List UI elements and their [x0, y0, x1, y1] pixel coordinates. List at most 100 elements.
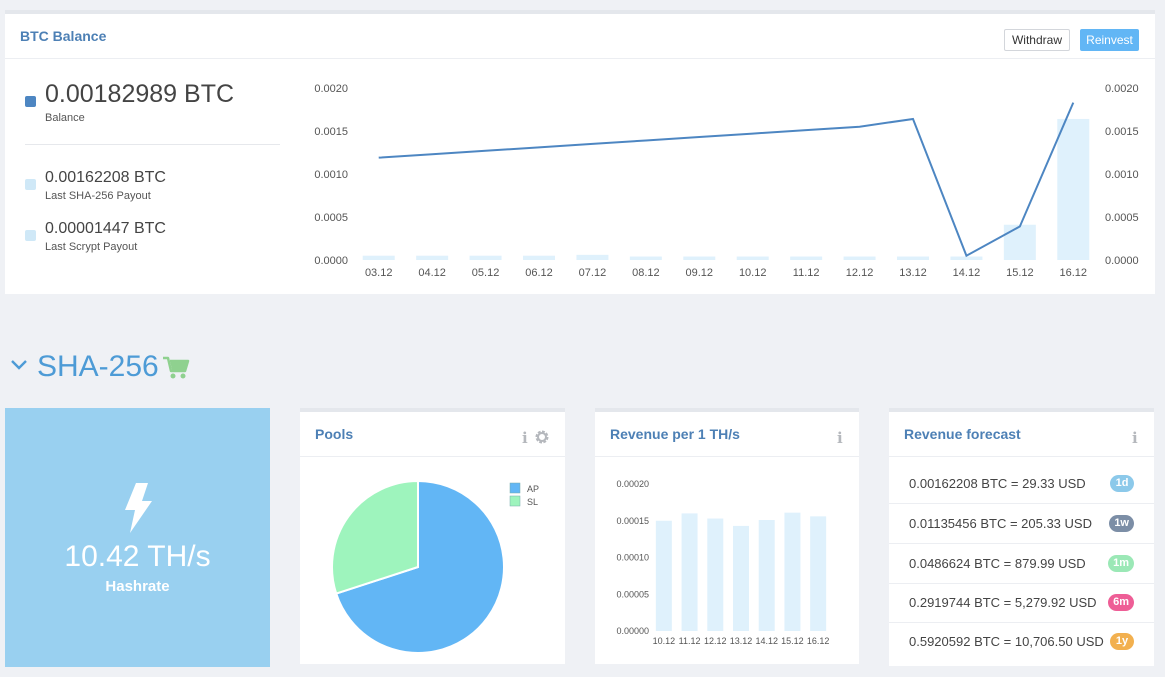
y-tick-right: 0.0000	[1105, 255, 1139, 267]
x-tick-label: 04.12	[418, 267, 446, 279]
info-icon[interactable]: i	[837, 429, 843, 447]
x-tick-label: 03.12	[365, 267, 393, 279]
x-tick-label: 15.12	[781, 636, 804, 646]
forecast-row-text: 0.5920592 BTC = 10,706.50 USD	[909, 634, 1104, 649]
x-tick-label: 10.12	[653, 636, 676, 646]
payout-bar	[629, 256, 662, 260]
period-badge: 1d	[1110, 475, 1134, 492]
y-tick-label: 0.00005	[616, 589, 649, 599]
period-badge: 6m	[1108, 594, 1134, 611]
revenue-bar	[681, 513, 698, 631]
y-tick-right: 0.0010	[1105, 169, 1139, 181]
hashrate-value: 10.42 TH/s	[64, 540, 211, 573]
revenue-bar	[733, 525, 749, 631]
pie-slice	[334, 479, 505, 654]
payout-bar	[790, 256, 823, 260]
scrypt-payout-label: Last Scrypt Payout	[45, 241, 138, 253]
header-divider	[5, 58, 1155, 59]
revenue-bar	[758, 520, 775, 631]
y-tick-right: 0.0015	[1105, 126, 1139, 138]
y-tick-left: 0.0000	[314, 255, 348, 267]
hashrate-label: Hashrate	[105, 578, 170, 595]
forecast-row-text: 0.0486624 BTC = 879.99 USD	[909, 556, 1086, 571]
withdraw-button[interactable]: Withdraw	[1004, 29, 1070, 51]
revenue-bar	[655, 520, 672, 631]
forecast-row-text: 0.01135456 BTC = 205.33 USD	[909, 516, 1092, 531]
forecast-card: Revenue forecast i 0.00162208 BTC = 29.3…	[889, 408, 1154, 666]
x-tick-label: 11.12	[793, 267, 820, 279]
sha-section-title: SHA-256	[37, 350, 159, 383]
x-tick-label: 06.12	[525, 267, 553, 279]
revenue-bar-chart: 0.00000 0.00005 0.00010 0.00015 0.00020 10.12…	[616, 479, 829, 646]
x-tick-label: 14.12	[953, 267, 981, 279]
y-tick-right: 0.0005	[1105, 212, 1139, 224]
scrypt-payout-legend-swatch	[25, 230, 36, 241]
payout-bar	[843, 256, 876, 260]
forecast-row-text: 0.00162208 BTC = 29.33 USD	[909, 476, 1086, 491]
period-badge: 1y	[1110, 633, 1134, 650]
info-icon[interactable]: i	[1132, 429, 1138, 447]
forecast-row: 0.01135456 BTC = 205.33 USD 1w	[889, 505, 1154, 544]
scrypt-payout-value: 0.00001447 BTC	[45, 220, 166, 237]
lightning-bolt-icon	[125, 483, 152, 533]
sha-payout-value: 0.00162208 BTC	[45, 169, 166, 186]
y-tick-left: 0.0005	[314, 212, 348, 224]
hashrate-tile: 10.42 TH/s Hashrate	[5, 408, 270, 667]
payout-bar	[1057, 118, 1090, 261]
gear-icon[interactable]	[534, 429, 550, 445]
x-tick-label: 08.12	[632, 267, 660, 279]
x-tick-label: 12.12	[846, 267, 874, 279]
revenue-bar	[784, 512, 801, 631]
reinvest-button[interactable]: Reinvest	[1080, 29, 1139, 51]
balance-line	[378, 102, 1075, 258]
x-tick-label: 09.12	[686, 267, 714, 279]
x-tick-label: 15.12	[1006, 267, 1034, 279]
y-tick-left: 0.0020	[314, 83, 348, 95]
payout-bar	[362, 255, 395, 260]
balance-legend-swatch	[25, 96, 36, 107]
legend-label: SL	[527, 497, 538, 507]
x-tick-label: 11.12	[679, 636, 701, 646]
sha-payout-label: Last SHA-256 Payout	[45, 190, 151, 202]
x-tick-label: 13.12	[899, 267, 927, 279]
payout-bar	[523, 255, 555, 260]
payout-bar	[576, 254, 609, 260]
pools-title: Pools	[315, 426, 354, 442]
x-tick-label: 13.12	[730, 636, 753, 646]
header-divider	[300, 456, 565, 457]
legend-swatch	[509, 495, 521, 507]
chevron-down-icon[interactable]	[10, 358, 28, 372]
payout-bar	[683, 256, 716, 260]
pie-slice	[331, 479, 419, 595]
legend-label: AP	[527, 484, 539, 494]
x-tick-label: 10.12	[739, 267, 767, 279]
y-tick-label: 0.00020	[616, 479, 649, 489]
x-tick-label: 07.12	[579, 267, 607, 279]
balance-label: Balance	[45, 112, 85, 124]
pools-pie-chart: AP SL	[331, 479, 539, 654]
revenue-title: Revenue per 1 TH/s	[610, 426, 740, 442]
x-tick-label: 14.12	[755, 636, 778, 646]
y-tick-left: 0.0015	[314, 126, 348, 138]
balance-divider	[25, 144, 280, 145]
forecast-row: 0.00162208 BTC = 29.33 USD 1d	[889, 465, 1154, 504]
info-icon[interactable]: i	[522, 429, 528, 447]
legend-swatch	[509, 482, 521, 494]
btc-balance-card: BTC Balance Withdraw Reinvest 0.00182989…	[5, 10, 1155, 294]
y-tick-left: 0.0010	[314, 169, 348, 181]
period-badge: 1w	[1109, 515, 1134, 532]
header-divider	[595, 456, 859, 457]
y-tick-label: 0.00015	[616, 516, 649, 526]
payout-bar	[416, 255, 449, 260]
y-tick-label: 0.00000	[616, 626, 649, 636]
balance-value: 0.00182989 BTC	[45, 80, 235, 108]
revenue-bar	[810, 516, 827, 631]
y-tick-right: 0.0020	[1105, 83, 1139, 95]
forecast-row: 0.2919744 BTC = 5,279.92 USD 6m	[889, 584, 1154, 623]
forecast-row: 0.5920592 BTC = 10,706.50 USD 1y	[889, 623, 1154, 662]
forecast-row-text: 0.2919744 BTC = 5,279.92 USD	[909, 595, 1097, 610]
x-tick-label: 16.12	[1060, 267, 1088, 279]
cart-icon[interactable]	[162, 356, 190, 380]
btc-balance-chart: 0.0000 0.0000 0.0005 0.0005 0.0010 0.0010 0.00…	[314, 83, 1139, 279]
forecast-row: 0.0486624 BTC = 879.99 USD 1m	[889, 545, 1154, 584]
